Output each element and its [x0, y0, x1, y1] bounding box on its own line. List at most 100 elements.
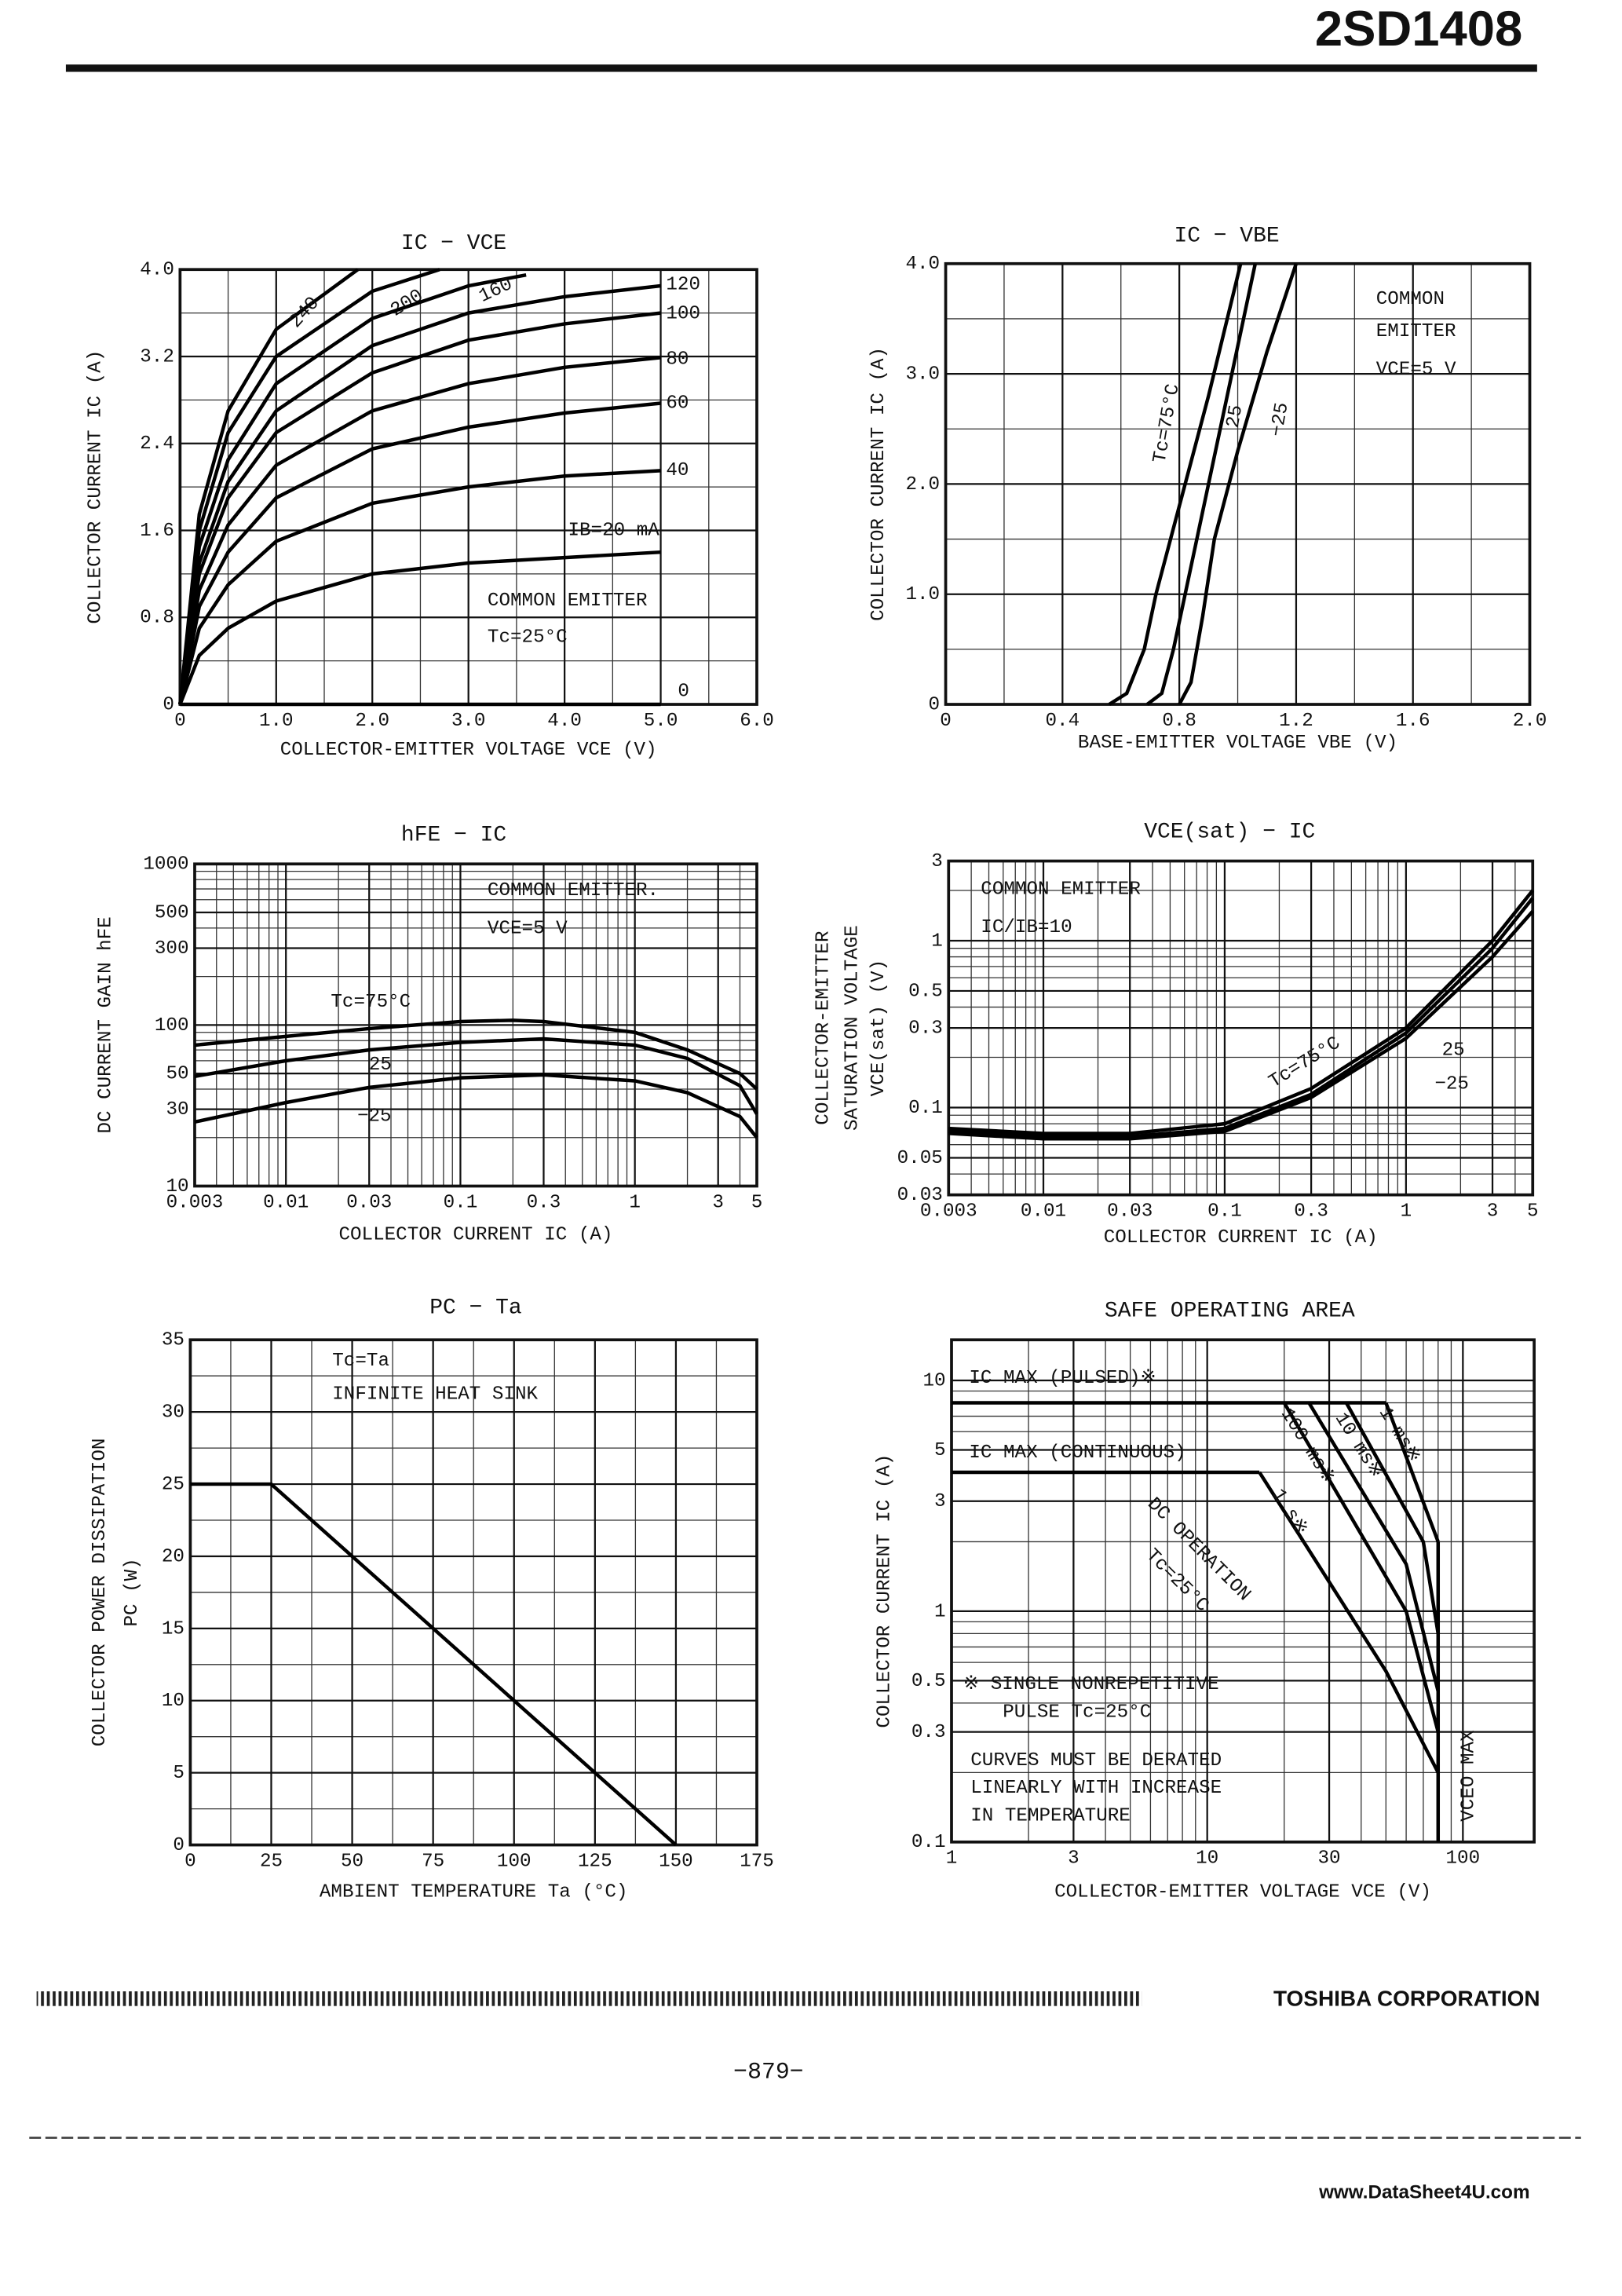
curve: [1145, 263, 1258, 706]
y-tick-label: 30: [162, 1402, 184, 1424]
chart-title: IC − VBE: [1174, 225, 1279, 249]
y-tick-label: 3: [931, 851, 943, 872]
x-tick-label: 0.8: [1162, 711, 1196, 732]
x-tick-label: 1.0: [259, 711, 294, 732]
annotation: COMMON EMITTER: [981, 879, 1141, 900]
y-tick-label: 3.2: [140, 346, 174, 367]
x-axis-label: COLLECTOR-EMITTER VOLTAGE VCE (V): [1054, 1882, 1431, 1903]
x-tick-label: 0.003: [920, 1201, 977, 1223]
x-tick-label: 150: [659, 1851, 693, 1872]
series-label: 25: [369, 1055, 392, 1076]
x-tick-label: 2.0: [355, 711, 389, 732]
y-axis-label: COLLECTOR-EMITTER: [813, 930, 834, 1124]
series-label: Tc=75°C: [331, 992, 411, 1013]
chart-title: hFE − IC: [401, 823, 506, 847]
x-tick-label: 0: [940, 711, 952, 732]
chart-title: SAFE OPERATING AREA: [1105, 1299, 1355, 1323]
series-label: 40: [666, 460, 689, 481]
curve: [178, 401, 661, 705]
curve: [1307, 1402, 1440, 1692]
part-number: 2SD1408: [1315, 2, 1522, 57]
curve: [178, 283, 661, 705]
y-tick-label: 2.0: [905, 474, 940, 495]
x-tick-label: 5: [1527, 1201, 1539, 1223]
x-tick-label: 1: [1401, 1201, 1412, 1223]
curve: [178, 311, 661, 705]
curve: [190, 1482, 678, 1847]
series-label: 100: [666, 304, 700, 325]
y-tick-label: 3: [934, 1491, 946, 1512]
x-tick-label: 6.0: [740, 711, 774, 732]
annotation: COMMON EMITTER.: [488, 880, 659, 901]
series-label: 1 ms※: [1374, 1403, 1424, 1467]
y-tick-label: 3.0: [905, 364, 940, 385]
y-tick-label: 4.0: [905, 254, 940, 275]
y-tick-label: 5: [173, 1763, 184, 1784]
curve: [178, 469, 661, 705]
series-label: −25: [357, 1106, 392, 1127]
y-tick-label: 1.6: [140, 521, 174, 542]
plot-frame: [944, 261, 1532, 706]
curve: [1384, 1402, 1440, 1543]
footer-bar: [36, 1991, 1142, 2006]
curve: [178, 356, 661, 705]
y-tick-label: 0.3: [908, 1018, 943, 1040]
x-tick-label: 100: [497, 1851, 532, 1872]
x-tick-label: 3: [712, 1192, 724, 1213]
annotation: VCE=5 V: [488, 919, 568, 940]
series-label: 25: [1442, 1040, 1465, 1061]
x-tick-label: 0.1: [444, 1192, 478, 1213]
curve: [1258, 1471, 1440, 1774]
x-tick-label: 0: [174, 711, 186, 732]
annotation: IN TEMPERATURE: [970, 1806, 1131, 1827]
plot-frame: [950, 1338, 1536, 1844]
y-axis-label: COLLECTOR CURRENT IC (A): [86, 350, 107, 624]
y-tick-label: 50: [166, 1064, 188, 1085]
y-axis-label: COLLECTOR POWER DISSIPATION: [90, 1439, 111, 1747]
x-tick-label: 30: [1318, 1848, 1341, 1870]
y-tick-label: 0: [929, 694, 941, 715]
annotation: VCE=5 V: [1376, 359, 1456, 380]
plot-frame: [193, 862, 758, 1188]
x-axis-label: COLLECTOR-EMITTER VOLTAGE VCE (V): [280, 740, 657, 761]
x-tick-label: 100: [1446, 1848, 1481, 1870]
y-axis-label: PC (W): [122, 1558, 143, 1626]
annotation: INFINITE HEAT SINK: [332, 1384, 538, 1406]
plot-frame: [947, 859, 1535, 1197]
curve: [194, 1036, 758, 1115]
x-tick-label: 125: [578, 1851, 612, 1872]
y-tick-label: 5: [934, 1440, 946, 1461]
series-label: IB=20 mA: [568, 521, 659, 542]
x-tick-label: 1: [629, 1192, 641, 1213]
x-tick-label: 1.6: [1396, 711, 1430, 732]
y-tick-label: 4.0: [140, 260, 174, 281]
x-tick-label: 3.0: [451, 711, 486, 732]
plot-frame: [188, 1338, 758, 1847]
series-label: 120: [666, 274, 700, 295]
header-rule: [65, 64, 1537, 72]
y-tick-label: 0.5: [911, 1671, 946, 1692]
watermark: www.DataSheet4U.com: [1318, 2182, 1529, 2203]
y-tick-label: 0.1: [908, 1098, 943, 1119]
x-tick-label: 0.003: [166, 1192, 224, 1213]
company: TOSHIBA CORPORATION: [1273, 1987, 1540, 2011]
chart-title: VCE(sat) − IC: [1144, 821, 1315, 845]
y-tick-label: 30: [166, 1099, 188, 1121]
x-tick-label: 3: [1487, 1201, 1499, 1223]
y-tick-label: 10: [166, 1176, 188, 1197]
y-tick-label: 0: [173, 1835, 184, 1856]
y-tick-label: 2.4: [140, 433, 174, 455]
chart-title: IC − VCE: [401, 232, 506, 256]
x-axis-label: COLLECTOR CURRENT IC (A): [1104, 1227, 1378, 1249]
x-tick-label: 0.4: [1046, 711, 1080, 732]
y-tick-label: 0.5: [908, 981, 943, 1002]
y-tick-label: 0.03: [897, 1185, 943, 1206]
x-tick-label: 25: [260, 1851, 283, 1872]
x-tick-label: 0.03: [346, 1192, 392, 1213]
x-tick-label: 4.0: [547, 711, 582, 732]
page-number: −879−: [733, 2058, 803, 2085]
y-tick-label: 0.3: [911, 1722, 946, 1743]
x-axis-label: AMBIENT TEMPERATURE Ta (°C): [320, 1882, 628, 1903]
y-tick-label: 20: [162, 1546, 184, 1567]
